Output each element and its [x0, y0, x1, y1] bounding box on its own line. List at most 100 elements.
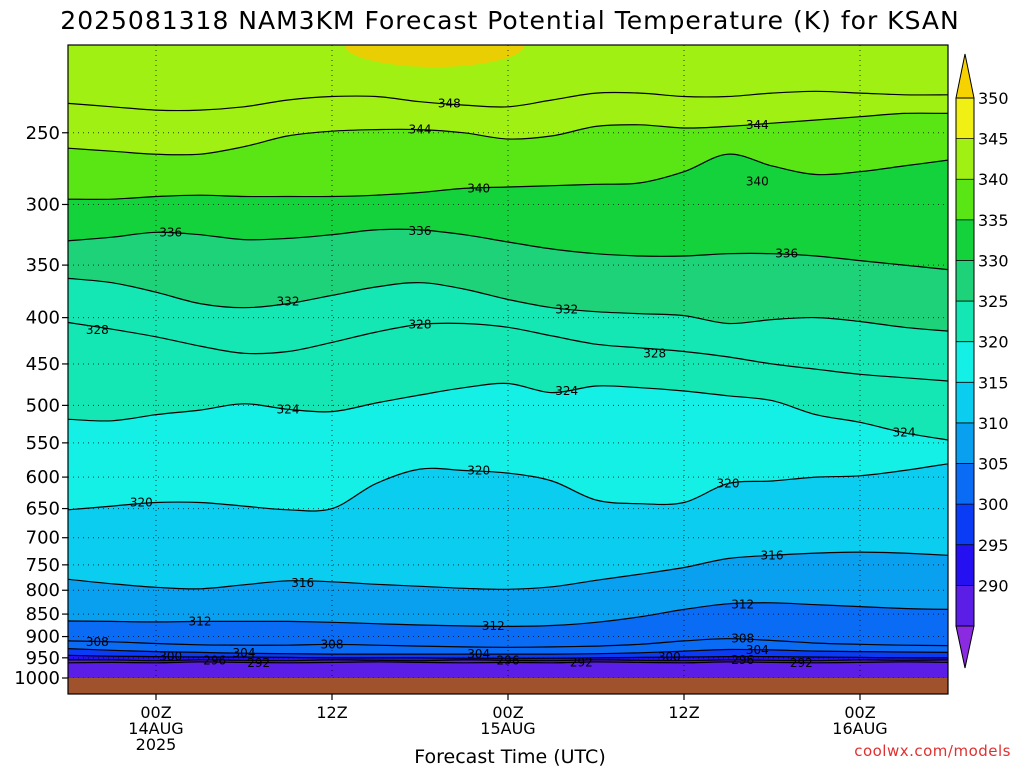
contour-label-308: 308 [86, 635, 109, 649]
contour-label-336: 336 [409, 224, 432, 238]
colorbar-extend-max [955, 53, 975, 99]
colorbar-label-325: 325 [978, 292, 1009, 311]
band-above-340 [68, 113, 948, 200]
contour-label-text: 308 [86, 635, 109, 649]
colorbar-box [956, 585, 974, 627]
colorbar-label-290: 290 [978, 576, 1009, 595]
colorbar-box [956, 382, 974, 424]
colorbar-box [956, 504, 974, 546]
contour-label-344: 344 [746, 118, 769, 132]
contour-label-320: 320 [130, 495, 153, 509]
contour-312 [68, 602, 948, 628]
contour-label-304: 304 [746, 643, 769, 657]
contour-label-308: 308 [731, 632, 754, 646]
contour-label-text: 320 [717, 477, 740, 491]
y-tick-label-500: 500 [26, 395, 60, 416]
contour-label-text: 296 [203, 654, 226, 668]
contour-label-text: 304 [467, 647, 490, 661]
colorbar-label-350: 350 [978, 89, 1009, 108]
contour-label-316: 316 [291, 576, 314, 590]
band-above-300 [68, 648, 948, 659]
y-tick-label-800: 800 [26, 580, 60, 601]
contour-label-text: 300 [658, 650, 681, 664]
contour-label-304: 304 [467, 647, 490, 661]
contour-label-336: 336 [159, 225, 182, 239]
contour-332 [68, 277, 948, 332]
band-warmest [68, 45, 948, 111]
y-tick-label-450: 450 [26, 354, 60, 375]
contour-label-292: 292 [790, 656, 813, 670]
contour-label-text: 320 [467, 463, 490, 477]
contour-336 [68, 228, 948, 271]
contour-label-text: 336 [409, 224, 432, 238]
contour-label-328: 328 [643, 346, 666, 360]
y-tick-label-550: 550 [26, 433, 60, 454]
contour-label-292: 292 [247, 656, 270, 670]
contour-label-text: 312 [482, 619, 505, 633]
colorbar-box [956, 463, 974, 505]
contour-label-text: 308 [321, 637, 344, 651]
contour-label-324: 324 [555, 384, 578, 398]
colorbar-box [956, 341, 974, 383]
contour-label-text: 340 [467, 181, 490, 195]
contour-label-312: 312 [731, 598, 754, 612]
contour-label-292: 292 [570, 655, 593, 669]
colorbar-box [956, 98, 974, 140]
colorbar-label-300: 300 [978, 495, 1009, 514]
contour-label-316: 316 [761, 548, 784, 562]
contour-label-340: 340 [467, 181, 490, 195]
y-tick-label-600: 600 [26, 467, 60, 488]
contour-label-text: 324 [277, 402, 300, 416]
contour-328 [68, 321, 948, 382]
colorbar-label-315: 315 [978, 373, 1009, 392]
contour-label-320: 320 [467, 463, 490, 477]
contour-300 [68, 654, 948, 659]
contour-label-text: 340 [746, 175, 769, 189]
contour-label-text: 336 [775, 247, 798, 261]
contour-label-text: 348 [438, 96, 461, 110]
contour-label-text: 312 [731, 598, 754, 612]
y-tick-label-400: 400 [26, 308, 60, 329]
band-above-304 [68, 638, 948, 655]
colorbar-extend-min [955, 625, 975, 669]
contour-label-text: 324 [893, 426, 916, 440]
credit-text: coolwx.com/models [854, 742, 1011, 760]
contour-label-text: 332 [555, 303, 578, 317]
contour-label-328: 328 [86, 323, 109, 337]
contour-340 [68, 153, 948, 200]
contour-label-text: 312 [189, 614, 212, 628]
y-tick-label-1000: 1000 [14, 668, 60, 689]
contour-label-296: 296 [731, 653, 754, 667]
colorbar-label-320: 320 [978, 333, 1009, 352]
y-tick-label-250: 250 [26, 123, 60, 144]
contour-label-340: 340 [746, 175, 769, 189]
x-tick-label: 00Z [844, 703, 875, 722]
contour-label-300: 300 [658, 650, 681, 664]
surface-bar [68, 678, 948, 694]
colorbar-box [956, 219, 974, 261]
contour-label-text: 300 [159, 650, 182, 664]
colorbar-box [956, 138, 974, 180]
contour-labels: 348 344 344 340 340 336 336 336 332 332 328 328 328 3… [86, 96, 916, 669]
contour-label-336: 336 [775, 247, 798, 261]
contour-304 [68, 648, 948, 655]
colorbar-label-335: 335 [978, 211, 1009, 230]
contour-label-296: 296 [203, 654, 226, 668]
colorbar: 350 345 340 335 330 325 320 315 310 305 300 295 290 [955, 53, 1009, 669]
contour-label-324: 324 [893, 426, 916, 440]
colorbar-box [956, 179, 974, 221]
contour-label-text: 332 [277, 295, 300, 309]
contour-308 [68, 638, 948, 648]
contour-label-text: 292 [247, 656, 270, 670]
contour-label-300: 300 [159, 650, 182, 664]
contour-label-text: 304 [746, 643, 769, 657]
colorbar-label-295: 295 [978, 536, 1009, 555]
x-tick-label: 12Z [316, 703, 347, 722]
contour-316 [68, 551, 948, 590]
band-above-312 [68, 552, 948, 627]
contour-324 [68, 382, 948, 441]
contour-344 [68, 112, 948, 156]
contour-label-text: 328 [643, 346, 666, 360]
y-tick-label-700: 700 [26, 528, 60, 549]
